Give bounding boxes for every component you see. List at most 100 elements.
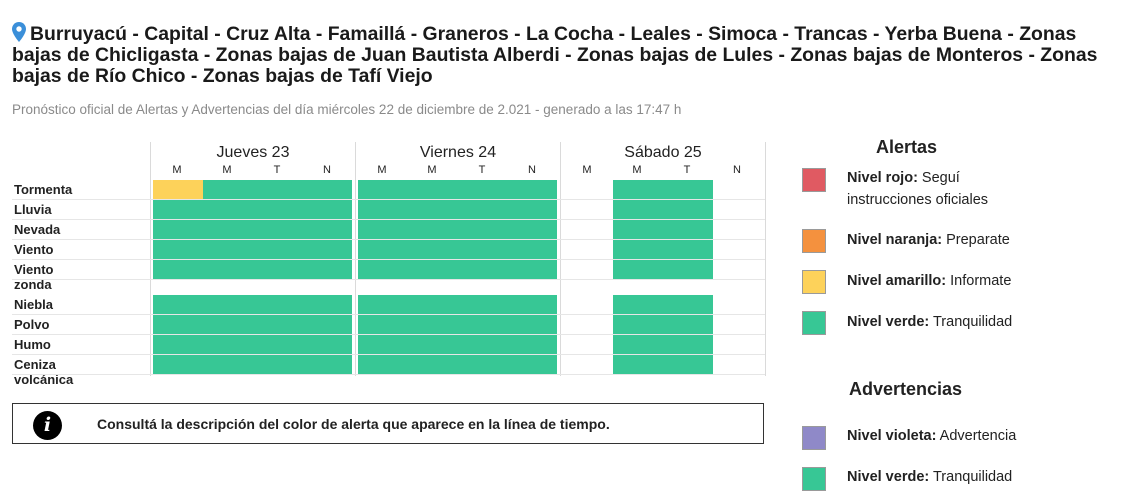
- forecast-cell: [408, 240, 458, 259]
- legend-swatch: [802, 311, 826, 335]
- legend-level-name: Nivel violeta:: [847, 428, 937, 444]
- forecast-cell: [508, 335, 557, 354]
- legend-item: Nivel naranja: Preparate: [847, 229, 1047, 251]
- row-divider: [12, 354, 765, 355]
- forecast-cell: [153, 240, 203, 259]
- forecast-cell: [253, 335, 303, 354]
- forecast-cell: [203, 240, 253, 259]
- hazard-label: Viento zonda: [14, 262, 54, 292]
- legend-swatch: [802, 229, 826, 253]
- forecast-cell: [303, 315, 352, 334]
- forecast-cell: [253, 180, 303, 199]
- row-divider: [12, 334, 765, 335]
- info-text: Consultá la descripción del color de ale…: [97, 416, 610, 432]
- forecast-cell: [203, 180, 253, 199]
- forecast-cell: [253, 220, 303, 239]
- forecast-cell: [358, 295, 408, 314]
- column-divider: [765, 142, 766, 376]
- forecast-cell: [613, 180, 663, 199]
- legend-swatch: [802, 168, 826, 192]
- hazard-label: Humo: [14, 337, 51, 352]
- forecast-cell: [153, 335, 203, 354]
- forecast-cell: [408, 200, 458, 219]
- forecast-cell: [203, 220, 253, 239]
- forecast-cell: [408, 335, 458, 354]
- legend-level-name: Nivel naranja:: [847, 232, 943, 248]
- period-header: N: [528, 164, 536, 176]
- forecast-cell: [508, 220, 557, 239]
- forecast-cell: [253, 200, 303, 219]
- hazard-label: Nevada: [14, 222, 61, 237]
- legend-swatch: [802, 270, 826, 294]
- period-header: M: [582, 164, 592, 176]
- period-header: M: [427, 164, 437, 176]
- forecast-cell: [663, 335, 713, 354]
- forecast-cell: [303, 220, 352, 239]
- legend-item: Nivel amarillo: Informate: [847, 270, 1047, 292]
- day-header: Jueves 23: [216, 144, 290, 161]
- forecast-cell: [408, 180, 458, 199]
- forecast-cell: [203, 355, 253, 374]
- alertas-title: Alertas: [876, 137, 938, 157]
- legend-item: Nivel rojo: Seguí instrucciones oficiale…: [847, 167, 1047, 211]
- forecast-cell: [153, 220, 203, 239]
- forecast-cell: [508, 260, 557, 279]
- forecast-cell: [358, 200, 408, 219]
- forecast-cell: [358, 180, 408, 199]
- period-header: T: [683, 164, 691, 176]
- forecast-cell: [303, 355, 352, 374]
- forecast-cell: [508, 200, 557, 219]
- period-header: T: [273, 164, 281, 176]
- row-divider: [12, 219, 765, 220]
- forecast-cell: [153, 260, 203, 279]
- legend-level-name: Nivel verde:: [847, 469, 930, 485]
- forecast-cell: [203, 200, 253, 219]
- legend-level-desc: Advertencia: [936, 428, 1017, 444]
- forecast-cell: [458, 355, 508, 374]
- forecast-cell: [358, 220, 408, 239]
- legend-level-name: Nivel rojo:: [847, 170, 918, 186]
- hazard-label: Lluvia: [14, 202, 52, 217]
- legend-level-desc: Seguí instrucciones oficiales: [847, 170, 989, 208]
- forecast-cell: [358, 260, 408, 279]
- forecast-cell: [663, 295, 713, 314]
- hazard-label: Viento: [14, 242, 54, 257]
- row-divider: [12, 314, 765, 315]
- forecast-cell: [153, 355, 203, 374]
- location-pin-icon: [12, 22, 26, 42]
- row-divider: [12, 199, 765, 200]
- row-divider: [12, 374, 765, 375]
- period-header: N: [733, 164, 741, 176]
- forecast-cell: [613, 315, 663, 334]
- forecast-cell: [458, 315, 508, 334]
- forecast-cell: [358, 355, 408, 374]
- legend-item: Nivel violeta: Advertencia: [847, 425, 1047, 447]
- forecast-subtitle: Pronóstico oficial de Alertas y Adverten…: [12, 102, 682, 117]
- forecast-cell: [153, 200, 203, 219]
- forecast-cell: [663, 200, 713, 219]
- forecast-cell: [458, 220, 508, 239]
- forecast-cell: [663, 260, 713, 279]
- legend-level-name: Nivel verde:: [847, 314, 930, 330]
- forecast-cell: [358, 335, 408, 354]
- forecast-cell: [408, 295, 458, 314]
- title-text: Burruyacú - Capital - Cruz Alta - Famail…: [12, 23, 1098, 87]
- forecast-cell: [253, 315, 303, 334]
- forecast-cell: [663, 240, 713, 259]
- forecast-cell: [613, 200, 663, 219]
- forecast-cell: [458, 240, 508, 259]
- legend-level-desc: Tranquilidad: [929, 314, 1013, 330]
- forecast-cell: [613, 240, 663, 259]
- forecast-cell: [358, 315, 408, 334]
- legend-swatch: [802, 467, 826, 491]
- period-header: M: [632, 164, 642, 176]
- forecast-cell: [508, 355, 557, 374]
- forecast-cell: [613, 220, 663, 239]
- row-divider: [12, 259, 765, 260]
- period-header: M: [377, 164, 387, 176]
- forecast-cell: [203, 335, 253, 354]
- forecast-cell: [303, 240, 352, 259]
- hazard-label: Polvo: [14, 317, 50, 332]
- hazard-label: Ceniza volcánica: [14, 357, 74, 387]
- forecast-cell: [203, 260, 253, 279]
